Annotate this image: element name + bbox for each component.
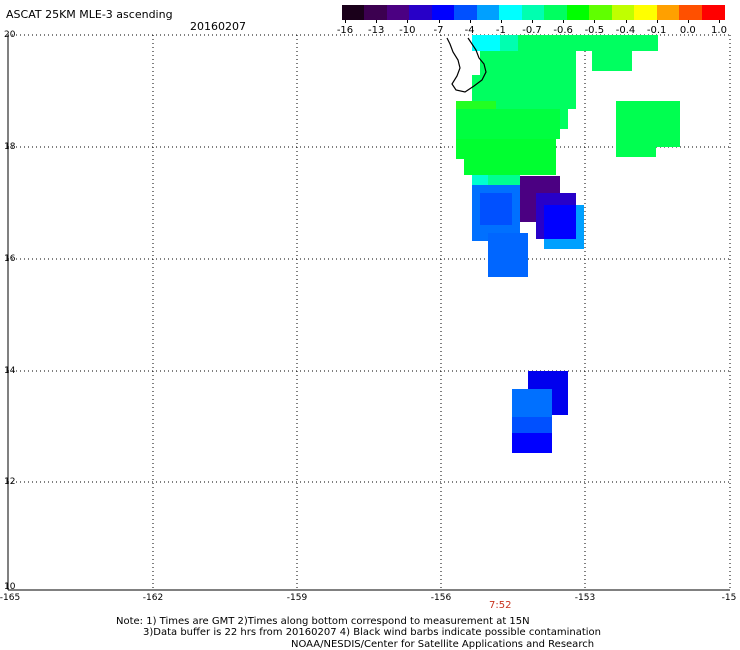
grid-lines	[8, 34, 731, 590]
colorbar-segment	[521, 5, 545, 20]
data-cell	[560, 109, 568, 129]
longitude-label: -162	[142, 593, 164, 603]
data-cell	[472, 35, 502, 51]
longitude-label: -15	[721, 593, 737, 603]
map-plot	[7, 34, 731, 591]
data-cell	[488, 175, 520, 185]
colorbar-tickmark	[500, 20, 502, 23]
latitude-label: 10	[4, 582, 16, 592]
colorbar-tick-label: 1.0	[711, 25, 727, 36]
colorbar-tickmark	[625, 20, 627, 23]
colorbar-segment	[454, 5, 478, 20]
colorbar-segment	[611, 5, 635, 20]
data-cell	[500, 35, 520, 51]
latitude-label: 12	[4, 477, 16, 487]
colorbar-tick-label: -1	[495, 25, 506, 36]
colorbar-segment	[679, 5, 703, 20]
product-title: ASCAT 25KM MLE-3 ascending	[6, 8, 173, 21]
data-cell	[456, 109, 560, 139]
latitude-label: 18	[4, 142, 16, 152]
colorbar-tick-label: -16	[336, 25, 354, 36]
data-cell	[592, 51, 632, 71]
colorbar-tick-label: -10	[399, 25, 416, 36]
longitude-label: -153	[574, 593, 596, 603]
colorbar-tick-label: -0.5	[584, 25, 605, 36]
colorbar-tick-label: -0.1	[646, 25, 667, 36]
data-cell	[512, 389, 552, 417]
frame-axes	[7, 35, 730, 591]
colorbar-tick-label: -13	[367, 25, 385, 36]
colorbar-tickmark	[656, 20, 658, 23]
colorbar	[342, 5, 725, 20]
product-date: 20160207	[190, 20, 246, 33]
colorbar-segment	[566, 5, 590, 20]
data-cell	[512, 433, 552, 453]
data-cells	[456, 35, 680, 453]
data-cell	[488, 233, 528, 277]
data-cell	[512, 417, 552, 435]
longitude-label: -165	[0, 593, 21, 603]
colorbar-tick-label: 0.0	[679, 25, 696, 36]
colorbar-tick-label: -4	[464, 25, 475, 36]
colorbar-tickmark	[438, 20, 440, 23]
colorbar-segment	[634, 5, 658, 20]
colorbar-segment	[409, 5, 433, 20]
colorbar-tickmark	[532, 20, 533, 23]
colorbar-tickmark	[719, 20, 720, 23]
colorbar-segment	[544, 5, 568, 20]
colorbar-tickmark	[594, 20, 596, 23]
colorbar-segment	[431, 5, 455, 20]
colorbar-segment	[499, 5, 523, 20]
data-cell	[480, 193, 512, 225]
note-line-3: NOAA/NESDIS/Center for Satellite Applica…	[291, 639, 595, 650]
latitude-label: 14	[4, 366, 16, 376]
latitude-label: 16	[4, 254, 16, 264]
data-cell	[544, 205, 576, 239]
data-cell	[480, 51, 576, 75]
data-cell	[616, 147, 656, 157]
colorbar-tick-label: -0.6	[553, 25, 573, 36]
colorbar-segment	[342, 5, 366, 20]
colorbar-tickmark	[469, 20, 471, 23]
colorbar-segment	[364, 5, 388, 20]
colorbar-tick-label: -0.7	[522, 25, 542, 36]
coastline-hawaii	[446, 37, 487, 93]
colorbar-segment	[476, 5, 500, 20]
colorbar-segment	[656, 5, 680, 20]
colorbar-segment	[701, 5, 725, 20]
data-cell	[616, 101, 680, 147]
colorbar-tick-label: -0.4	[615, 25, 636, 36]
time-label: 7:52	[489, 600, 512, 611]
note-line-1: Note: 1) Times are GMT 2)Times along bot…	[116, 616, 530, 627]
colorbar-tickmark	[687, 20, 689, 23]
note-line-2: 3)Data buffer is 22 hrs from 20160207 4)…	[143, 627, 601, 638]
colorbar-segment	[386, 5, 410, 20]
colorbar-tickmark	[407, 20, 409, 23]
longitude-label: -159	[286, 593, 308, 603]
data-cell	[456, 101, 496, 109]
longitude-label: -156	[430, 593, 452, 603]
data-cell	[464, 159, 556, 175]
latitude-label: 20	[4, 30, 16, 40]
colorbar-tickmark	[376, 20, 378, 23]
data-cell	[518, 35, 658, 51]
colorbar-segment	[589, 5, 613, 20]
data-cell	[456, 139, 556, 159]
colorbar-tickmark	[345, 20, 346, 23]
colorbar-tickmark	[563, 20, 565, 23]
colorbar-tick-label: -7	[433, 25, 444, 36]
